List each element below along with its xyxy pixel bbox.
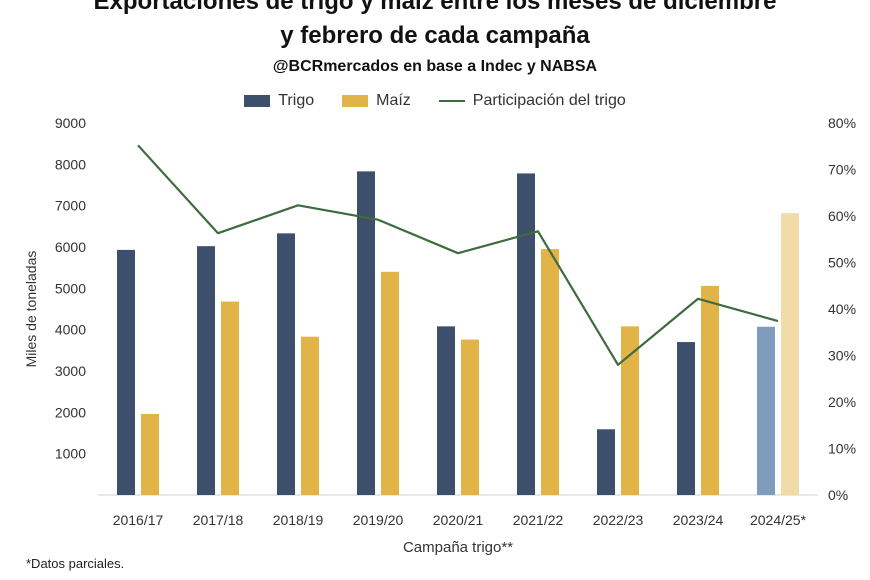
x-tick-label: 2021/22 bbox=[513, 512, 564, 528]
y2-tick-label: 70% bbox=[828, 162, 856, 178]
bar-trigo bbox=[677, 342, 695, 495]
x-tick-label: 2019/20 bbox=[353, 512, 404, 528]
legend-item-trigo: Trigo bbox=[244, 92, 314, 110]
bar-trigo bbox=[437, 326, 455, 495]
y2-tick-label: 20% bbox=[828, 394, 856, 410]
y2-tick-label: 50% bbox=[828, 255, 856, 271]
y-tick-label: 1000 bbox=[55, 446, 86, 462]
x-tick-label: 2022/23 bbox=[593, 512, 644, 528]
x-tick-label: 2018/19 bbox=[273, 512, 324, 528]
y-tick-label: 7000 bbox=[55, 198, 86, 214]
y-tick-label: 2000 bbox=[55, 404, 86, 420]
y-tick-label: 3000 bbox=[55, 363, 86, 379]
bar-maiz bbox=[781, 213, 799, 495]
footnote: *Datos parciales. bbox=[26, 556, 125, 571]
legend-swatch-participacion bbox=[438, 100, 465, 102]
bar-maiz bbox=[221, 301, 239, 495]
bar-maiz bbox=[621, 326, 639, 495]
y-tick-label: 5000 bbox=[55, 280, 86, 296]
bar-trigo bbox=[597, 429, 615, 495]
legend-label-participacion: Participación del trigo bbox=[472, 92, 626, 109]
x-axis-title: Campaña trigo** bbox=[403, 539, 513, 556]
y2-tick-label: 60% bbox=[828, 208, 856, 224]
y2-tick-label: 40% bbox=[828, 301, 856, 317]
legend-item-participacion: Participación del trigo bbox=[438, 92, 626, 110]
bar-maiz bbox=[301, 336, 319, 495]
chart-subtitle: @BCRmercados en base a Indec y NABSA bbox=[272, 58, 598, 75]
legend-label-maiz: Maíz bbox=[376, 92, 411, 109]
y-tick-label: 4000 bbox=[55, 322, 86, 338]
y2-tick-label: 30% bbox=[828, 348, 856, 364]
bar-trigo bbox=[277, 233, 295, 496]
chart-title-line2: y febrero de cada campaña bbox=[280, 22, 590, 49]
bar-maiz bbox=[381, 271, 399, 495]
bar-trigo bbox=[517, 173, 535, 495]
x-tick-label: 2016/17 bbox=[113, 512, 164, 528]
bar-maiz bbox=[541, 249, 559, 495]
bar-trigo bbox=[357, 171, 375, 496]
legend-item-maiz: Maíz bbox=[342, 92, 411, 110]
bar-maiz bbox=[461, 339, 479, 495]
y-axis-title: Miles de toneladas bbox=[23, 251, 39, 368]
legend-swatch-maiz bbox=[342, 95, 369, 107]
y-tick-label: 9000 bbox=[55, 115, 86, 131]
x-tick-label: 2023/24 bbox=[673, 512, 724, 528]
y-tick-label: 8000 bbox=[55, 156, 86, 172]
bar-maiz bbox=[141, 413, 159, 495]
y-tick-label: 6000 bbox=[55, 239, 86, 255]
legend-swatch-trigo bbox=[244, 95, 271, 107]
y2-tick-label: 10% bbox=[828, 441, 856, 457]
bar-trigo bbox=[197, 246, 215, 495]
x-tick-label: 2024/25* bbox=[750, 512, 807, 528]
x-tick-label: 2017/18 bbox=[193, 512, 244, 528]
legend-label-trigo: Trigo bbox=[278, 92, 315, 109]
y2-tick-label: 0% bbox=[828, 487, 848, 503]
y2-tick-label: 80% bbox=[828, 115, 856, 131]
bar-trigo bbox=[757, 326, 775, 495]
chart-title-line1: Exportaciones de trigo y maíz entre los … bbox=[93, 0, 777, 15]
bar-trigo bbox=[117, 249, 135, 495]
bar-maiz bbox=[701, 285, 719, 495]
x-tick-label: 2020/21 bbox=[433, 512, 484, 528]
chart-legend: Trigo Maíz Participación del trigo bbox=[0, 92, 870, 110]
